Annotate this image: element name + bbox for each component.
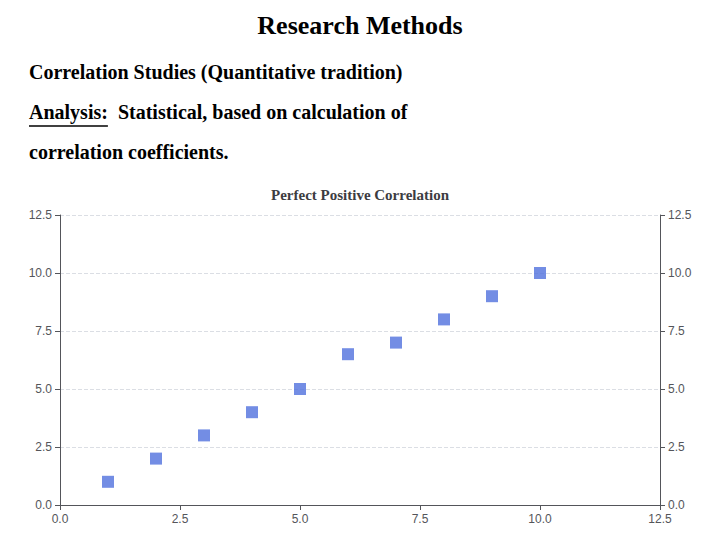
svg-text:2.5: 2.5 [172, 512, 189, 526]
svg-text:7.5: 7.5 [35, 324, 52, 338]
svg-text:Perfect Positive Correlation: Perfect Positive Correlation [271, 187, 450, 203]
svg-text:7.5: 7.5 [412, 512, 429, 526]
svg-text:correlation coefficients.: correlation coefficients. [29, 141, 229, 163]
svg-text:12.5: 12.5 [29, 208, 53, 222]
svg-text:7.5: 7.5 [668, 324, 685, 338]
svg-text:0.0: 0.0 [35, 498, 52, 512]
svg-text:12.5: 12.5 [668, 208, 692, 222]
svg-text:Research Methods: Research Methods [257, 11, 462, 40]
svg-text:5.0: 5.0 [35, 382, 52, 396]
svg-text:12.5: 12.5 [648, 512, 672, 526]
svg-text:10.0: 10.0 [29, 266, 53, 280]
svg-text:Correlation Studies (Quantitat: Correlation Studies (Quantitative tradit… [29, 61, 403, 84]
svg-text:5.0: 5.0 [292, 512, 309, 526]
svg-text:0.0: 0.0 [668, 498, 685, 512]
svg-text:5.0: 5.0 [668, 382, 685, 396]
svg-text:10.0: 10.0 [668, 266, 692, 280]
svg-text:Statistical, based on calculat: Statistical, based on calculation of [118, 101, 408, 123]
svg-text:2.5: 2.5 [35, 440, 52, 454]
svg-text:2.5: 2.5 [668, 440, 685, 454]
svg-text:Analysis:: Analysis: [29, 101, 108, 124]
svg-text:0.0: 0.0 [52, 512, 69, 526]
svg-text:10.0: 10.0 [528, 512, 552, 526]
